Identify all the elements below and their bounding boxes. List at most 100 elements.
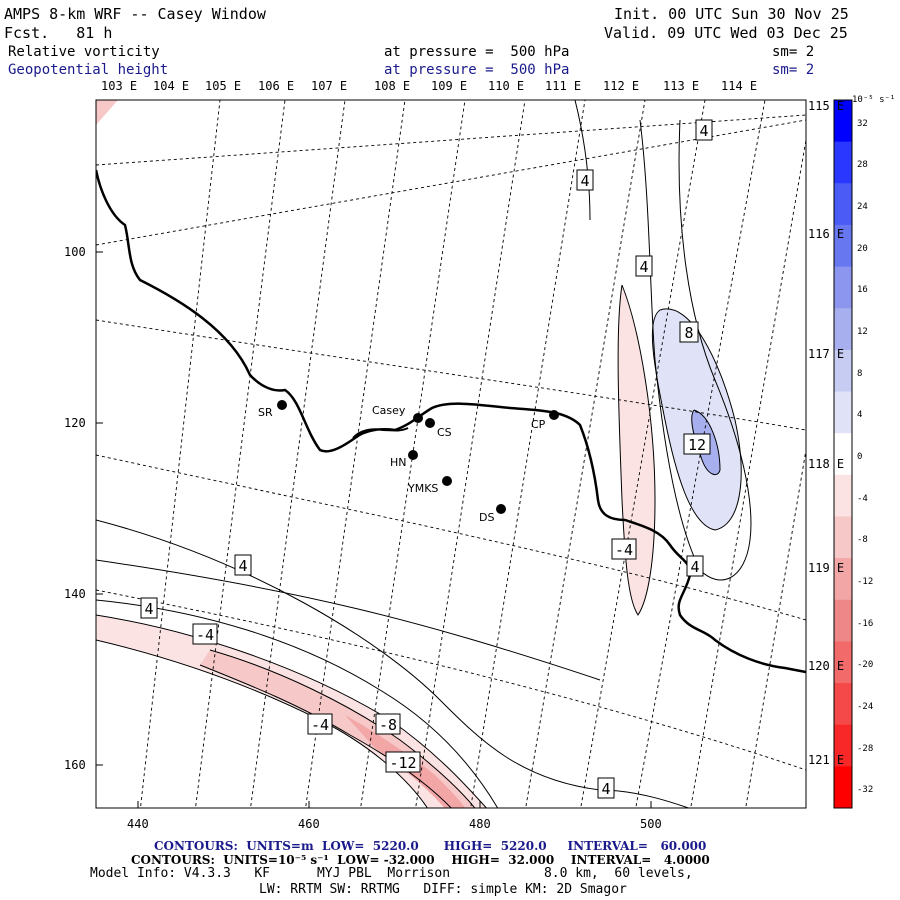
lon-label: 110 E — [488, 79, 525, 93]
contour-label: 4 — [690, 558, 699, 576]
station-hn-dot — [408, 450, 418, 460]
lon-label: 109 E — [431, 79, 468, 93]
lon-label: 116 E — [808, 227, 845, 241]
station-label: SR — [258, 406, 273, 419]
colorbar-tick-label: 4 — [857, 410, 863, 421]
station-label: CS — [437, 426, 452, 439]
colorbar-swatch — [834, 683, 852, 726]
lon-label: 107 E — [311, 79, 348, 93]
colorbar-tick-label: 24 — [857, 202, 868, 213]
latlon-grid — [96, 100, 806, 808]
lon-label: 108 E — [374, 79, 411, 93]
lon-label: 117 E — [808, 347, 845, 361]
lon-label: 115 E — [808, 99, 845, 113]
contour-label: -12 — [389, 754, 416, 772]
plot-title: AMPS 8-km WRF -- Casey Window — [4, 5, 266, 23]
coastline-peninsula — [352, 427, 409, 439]
field2-smoothing: sm= 2 — [772, 62, 815, 78]
contour-label: 4 — [699, 122, 708, 140]
contour-label: 4 — [639, 258, 648, 276]
field1-smoothing: sm= 2 — [772, 44, 815, 60]
contour-label: 4 — [144, 600, 153, 618]
x-axis-label: 440 — [127, 817, 149, 831]
colorbar-swatch — [834, 266, 852, 309]
map-content — [96, 100, 806, 808]
lon-label: 114 E — [721, 79, 758, 93]
colorbar-swatch — [834, 141, 852, 184]
colorbar-frame — [833, 99, 853, 809]
contour-label: -4 — [196, 626, 214, 644]
colorbar-swatch — [834, 391, 852, 434]
contour-label: 4 — [238, 557, 247, 575]
colorbar-swatch — [834, 558, 852, 601]
footer-contours-vorticity: CONTOURS: UNITS=10⁻⁵ s⁻¹ LOW= -32.000 HI… — [131, 853, 710, 867]
valid-time: Valid. 09 UTC Wed 03 Dec 25 — [604, 24, 848, 42]
contour-lines — [96, 100, 752, 808]
vorticity-east-neg-shade — [618, 285, 655, 615]
colorbar-tick-label: -20 — [857, 660, 874, 671]
contour-label: -8 — [379, 716, 397, 734]
field1-level: at pressure = 500 hPa — [384, 44, 570, 60]
lon-label: 118 E — [808, 457, 845, 471]
colorbar-swatch — [834, 308, 852, 351]
station-ds-dot — [496, 504, 506, 514]
y-axis-label: 140 — [64, 587, 86, 601]
station-label: YMKS — [407, 482, 438, 495]
lon-label: 112 E — [603, 79, 640, 93]
field2-name: Geopotential height — [8, 62, 169, 78]
lon-label: 104 E — [153, 79, 190, 93]
field1-name: Relative vorticity — [8, 44, 160, 60]
colorbar-tick-label: -32 — [857, 785, 874, 796]
footer-model-info: Model Info: V4.3.3 KF MYJ PBL Morrison 8… — [90, 866, 693, 881]
forecast-hour: Fcst. 81 h — [4, 24, 113, 42]
colorbar-swatch — [834, 100, 852, 143]
station-label: HN — [390, 456, 407, 469]
x-axis-label: 500 — [640, 817, 662, 831]
field2-level: at pressure = 500 hPa — [384, 62, 570, 78]
contour-label: -4 — [615, 541, 633, 559]
lon-label: 119 E — [808, 561, 845, 575]
contour-label: 8 — [684, 324, 693, 342]
station-label: Casey — [372, 404, 406, 417]
contour-label-boxes — [140, 119, 713, 799]
colorbar-swatch — [834, 183, 852, 226]
station-casey-dot — [413, 413, 423, 423]
lon-label: 120 E — [808, 659, 845, 673]
lon-label: 103 E — [101, 79, 138, 93]
station-label: DS — [479, 511, 494, 524]
colorbar-swatch — [834, 349, 852, 393]
station-cs-dot — [425, 418, 435, 428]
lon-label: 113 E — [663, 79, 700, 93]
plot-frame — [95, 99, 807, 809]
contour-label: 4 — [601, 780, 610, 798]
footer-physics: LW: RRTM SW: RRTMG DIFF: simple KM: 2D S… — [259, 882, 627, 897]
footer-contours-height: CONTOURS: UNITS=m LOW= 5220.0 HIGH= 5220… — [154, 839, 707, 853]
colorbar-tick-label: 20 — [857, 243, 868, 254]
coastline — [96, 169, 806, 674]
lon-label: 106 E — [258, 79, 295, 93]
station-cp-dot — [549, 410, 559, 420]
station-sr-dot — [277, 400, 287, 410]
colorbar — [834, 100, 852, 809]
contour-label: 4 — [580, 172, 589, 190]
colorbar-swatch — [834, 224, 852, 268]
station-ymks-dot — [442, 476, 452, 486]
colorbar-tick-label: 0 — [857, 452, 863, 462]
colorbar-swatch — [834, 641, 852, 684]
colorbar-tick-label: 16 — [857, 285, 868, 296]
lon-label: 121 E — [808, 753, 845, 767]
colorbar-unit: 10⁻⁵ s⁻¹ — [852, 95, 896, 105]
x-axis-label: 480 — [469, 817, 491, 831]
colorbar-tick-label: 8 — [857, 368, 863, 379]
lon-label: 111 E — [545, 79, 582, 93]
colorbar-tick-label: -8 — [857, 535, 868, 546]
contour-label: 12 — [688, 436, 706, 454]
colorbar-tick-label: 32 — [857, 118, 868, 129]
colorbar-tick-label: -28 — [857, 743, 874, 754]
station-markers — [277, 400, 559, 514]
colorbar-tick-label: -12 — [857, 576, 874, 587]
colorbar-tick-label: -24 — [857, 701, 874, 712]
colorbar-swatch — [834, 766, 852, 809]
x-axis-label: 460 — [298, 817, 320, 831]
